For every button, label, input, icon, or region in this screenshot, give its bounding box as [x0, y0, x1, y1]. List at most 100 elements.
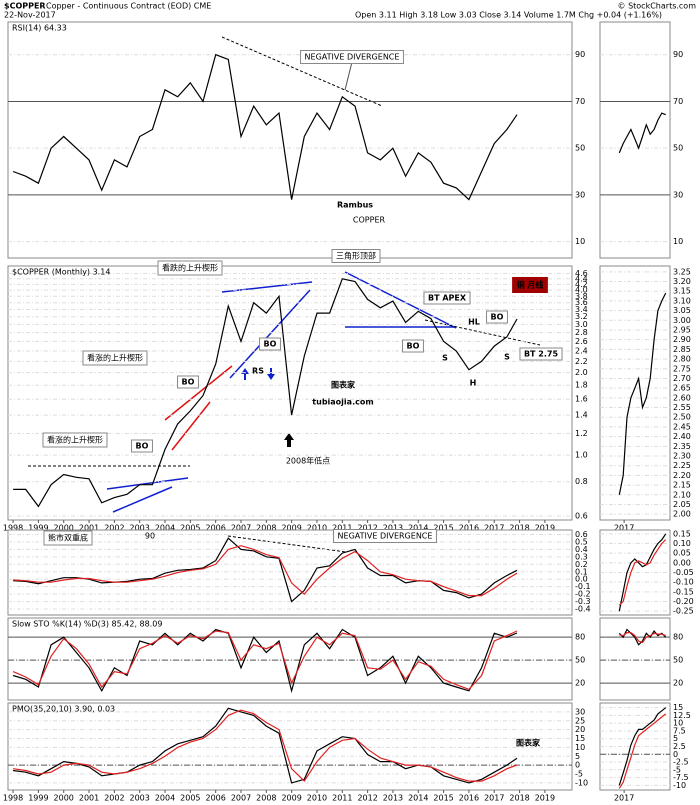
y-tick-label: 70 — [575, 97, 585, 106]
y-tick-label: 20 — [575, 725, 585, 734]
y-tick-label: 15 — [575, 734, 585, 743]
y-tick-label: 2.85 — [673, 345, 691, 354]
x-tick-label: 2016 — [459, 794, 479, 803]
y-tick-label: -0.20 — [673, 597, 694, 606]
annotation: S — [504, 353, 510, 362]
y-tick-label: 0.5 — [575, 537, 588, 546]
x-tick-label: 2017 — [484, 524, 504, 533]
y-tick-label: 4.2 — [575, 280, 588, 289]
y-tick-label: 2.2 — [575, 357, 588, 366]
y-tick-label: 10 — [575, 237, 585, 246]
x-tick-label: 2004 — [155, 524, 175, 533]
annotation-box — [486, 310, 508, 324]
annotation: 熊市双重底 — [48, 533, 88, 543]
y-tick-label: 0.00 — [673, 558, 691, 567]
y-tick-label: 2.80 — [673, 355, 691, 364]
y-tick-label: 7.5 — [673, 726, 686, 735]
wedge-line — [164, 365, 233, 421]
y-tick-label: 80 — [673, 633, 683, 642]
x-tick-label: 2012 — [357, 794, 377, 803]
y-tick-label: 25 — [575, 716, 585, 725]
drawings — [28, 36, 541, 553]
x-tick-label: 2003 — [130, 794, 150, 803]
y-tick-label: -5 — [575, 770, 583, 779]
y-tick-label: 1.0 — [575, 451, 588, 460]
date: 22-Nov-2017 — [4, 11, 56, 20]
y-tick-label: 0.8 — [575, 477, 588, 486]
x-tick-label: 1999 — [28, 794, 48, 803]
panel-title: $COPPER (Monthly) 3.14 — [12, 268, 110, 277]
x-tick-label: 2011 — [332, 794, 352, 803]
x-tick-label: 2002 — [104, 794, 124, 803]
annotation: NEGATIVE DIVERGENCE — [305, 53, 400, 62]
x-tick-label: 2010 — [307, 794, 327, 803]
y-tick-label: 2.45 — [673, 422, 691, 431]
x-tick-label: 2003 — [130, 524, 150, 533]
series-line — [13, 278, 518, 508]
y-tick-label: -0.2 — [575, 590, 591, 599]
x-tick-label: 2017 — [614, 524, 634, 533]
x-tick-label: 2008 — [256, 794, 276, 803]
symbol: $COPPER — [4, 2, 46, 11]
y-tick-label: 0 — [673, 750, 678, 759]
y-tick-label: 3.00 — [673, 316, 691, 325]
series-line — [12, 53, 518, 201]
x-tick-label: 2011 — [332, 524, 352, 533]
y-tick-label: 20 — [575, 679, 585, 688]
x-tick-label: 2015 — [433, 794, 453, 803]
annotation: H — [470, 379, 477, 388]
wedge-line — [106, 477, 189, 490]
annotation-box — [82, 350, 148, 366]
annotation-box — [331, 249, 381, 263]
y-tick-label: 90 — [575, 50, 585, 59]
quote: Open 3.11 High 3.18 Low 3.03 Close 3.14 … — [355, 11, 662, 20]
x-tick-label: 2017 — [484, 794, 504, 803]
y-tick-label: 2.6 — [575, 337, 588, 346]
y-tick-label: 3.10 — [673, 296, 691, 305]
y-tick-label: 1.4 — [575, 411, 588, 420]
y-tick-label: 2.20 — [673, 471, 691, 480]
y-tick-label: 2.30 — [673, 452, 691, 461]
y-tick-label: 3.20 — [673, 277, 691, 286]
y-tick-label: 2.15 — [673, 481, 691, 490]
annotation: RS — [252, 367, 264, 376]
y-tick-label: 0.4 — [575, 545, 588, 554]
y-tick-label: 10 — [673, 719, 683, 728]
y-tick-label: -2.5 — [673, 758, 689, 767]
y-tick-label: 2.5 — [673, 742, 686, 751]
y-tick-label: 0.6 — [575, 511, 588, 520]
y-tick-label: -0.15 — [673, 587, 694, 596]
y-tick-label: 2.0 — [575, 368, 588, 377]
annotation-box — [157, 260, 223, 276]
x-tick-label: 2013 — [383, 524, 403, 533]
wedge-line — [112, 486, 173, 513]
annotation: 三角形顶部 — [336, 251, 376, 261]
y-tick-label: 3.8 — [575, 292, 588, 301]
y-tick-label: 3.25 — [673, 267, 691, 276]
annotation: 看涨的上升楔形 — [47, 435, 103, 445]
callout-line — [344, 61, 353, 91]
x-tick-label: 2000 — [54, 794, 74, 803]
annotation: BO — [264, 340, 277, 349]
x-tick-label: 2015 — [433, 524, 453, 533]
annotation: BO — [136, 442, 149, 451]
x-tick-label: 2005 — [180, 524, 200, 533]
annotation: NEGATIVE DIVERGENCE — [338, 532, 433, 541]
series-line — [619, 632, 666, 644]
series-line — [13, 537, 518, 603]
series-line — [618, 292, 667, 495]
annotation: tubiaojia.com — [312, 398, 373, 407]
y-tick-label: 10 — [575, 743, 585, 752]
annotation-box — [402, 339, 424, 353]
y-tick-label: 12.5 — [673, 711, 691, 720]
y-tick-label: 0.6 — [575, 530, 588, 539]
x-tick-label: 2006 — [205, 524, 225, 533]
panel-frame — [7, 21, 573, 259]
y-tick-label: 0.0 — [575, 575, 588, 584]
y-tick-label: 2.60 — [673, 393, 691, 402]
y-tick-label: 2.95 — [673, 325, 691, 334]
y-tick-label: 2.10 — [673, 490, 691, 499]
annotation-box — [259, 337, 281, 351]
y-tick-label: 3.15 — [673, 287, 691, 296]
